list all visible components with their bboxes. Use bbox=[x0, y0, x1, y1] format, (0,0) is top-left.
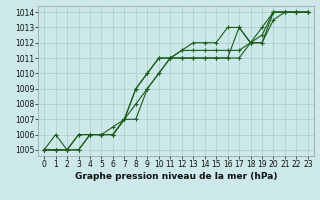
X-axis label: Graphe pression niveau de la mer (hPa): Graphe pression niveau de la mer (hPa) bbox=[75, 172, 277, 181]
